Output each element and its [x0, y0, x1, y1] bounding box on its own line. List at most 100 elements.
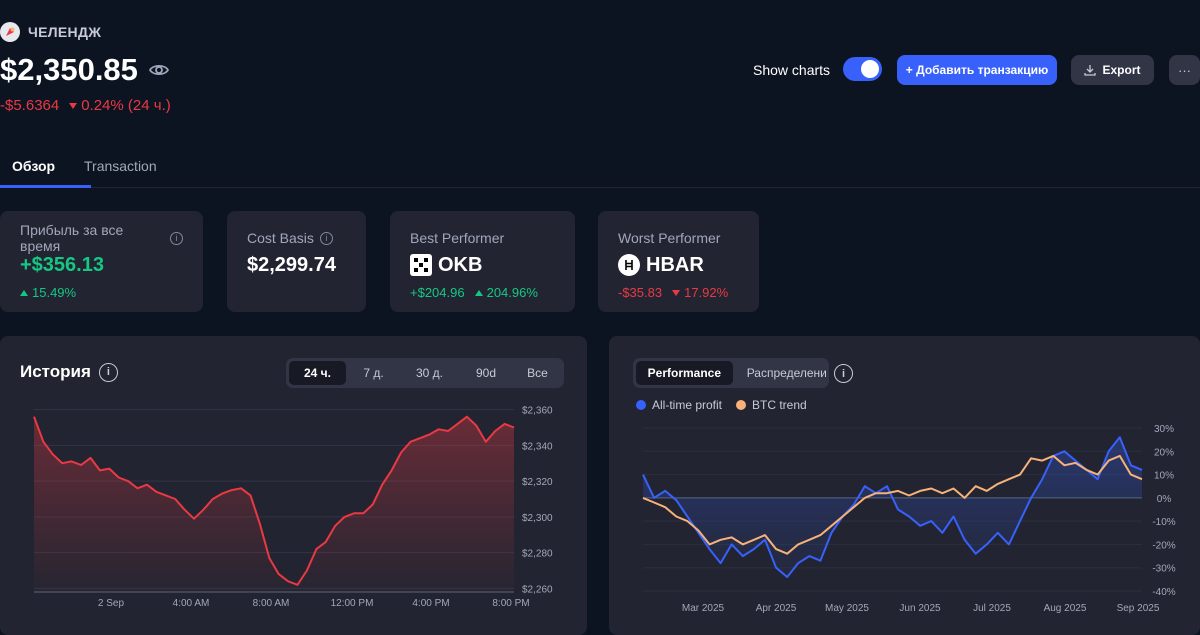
card-label: Cost Basis i: [247, 229, 346, 247]
tab-active-indicator: [0, 185, 91, 188]
x-tick-label: Aug 2025: [1044, 603, 1087, 614]
worst-performer-coin-row[interactable]: HBAR: [618, 253, 739, 277]
y-tick-label: $2,340: [522, 441, 553, 452]
tab-performance[interactable]: Performance: [636, 361, 733, 385]
profit-value: +$356.13: [20, 253, 104, 276]
x-tick-label: May 2025: [825, 603, 869, 614]
x-tick-label: Apr 2025: [756, 603, 797, 614]
portfolio-brand[interactable]: ЧЕЛЕНДЖ: [0, 22, 101, 42]
tab-overview[interactable]: Обзор: [12, 158, 56, 174]
y-tick-label: $2,260: [522, 584, 553, 595]
add-transaction-button[interactable]: + Добавить транзакцию: [897, 55, 1057, 85]
range-7d[interactable]: 7 д.: [363, 366, 384, 380]
total-balance: $2,350.85: [0, 52, 138, 87]
x-tick-label: 8:00 AM: [253, 598, 290, 609]
x-tick-label: 2 Sep: [98, 598, 125, 609]
caret-up-icon: [20, 289, 28, 296]
y-tick-label: $2,300: [522, 513, 553, 524]
y-tick-label: $2,320: [522, 477, 553, 488]
y-tick-label: -20%: [1152, 540, 1175, 551]
legend-label: All-time profit: [652, 398, 723, 412]
x-tick-label: 12:00 PM: [331, 598, 374, 609]
worst-performer-coin: HBAR: [646, 253, 704, 276]
best-performer-coin: OKB: [438, 253, 483, 276]
range-30d[interactable]: 30 д.: [415, 366, 444, 380]
performance-tab-selector: Performance Распределени: [633, 358, 829, 388]
hbar-logo-icon: [618, 254, 640, 276]
best-performer-abs: +$204.96: [410, 285, 465, 300]
performance-panel: Performance Распределени i: [609, 336, 1200, 635]
cost-basis-label: Cost Basis: [247, 230, 314, 246]
y-tick-label: 10%: [1154, 471, 1174, 482]
profit-percent: 15.49%: [32, 285, 77, 300]
card-worst-performer: Worst Performer HBAR -$35.83 17.92%: [598, 211, 759, 312]
profit-label: Прибыль за все время: [20, 222, 124, 254]
change-percent: 0.24% (24 ч.): [81, 97, 171, 114]
card-label: Прибыль за все время i: [20, 222, 183, 254]
best-performer-pct: 204.96%: [486, 285, 538, 300]
profit-percent-row: 15.49%: [20, 285, 183, 300]
y-tick-label: -40%: [1152, 587, 1175, 598]
x-tick-label: 8:00 PM: [492, 598, 529, 609]
y-tick-label: 0%: [1157, 494, 1172, 505]
history-range-selector: 24 ч. 7 д. 30 д. 90d Все: [286, 358, 564, 388]
performance-legend: All-time profit BTC trend: [636, 398, 807, 412]
worst-performer-pct: 17.92%: [684, 285, 729, 300]
change-absolute: -$5.6364: [0, 97, 60, 114]
cost-basis-value: $2,299.74: [247, 253, 336, 276]
worst-performer-label: Worst Performer: [618, 230, 721, 246]
best-performer-label: Best Performer: [410, 230, 505, 246]
download-icon: [1084, 65, 1097, 76]
range-all[interactable]: Все: [527, 366, 548, 380]
card-cost-basis: Cost Basis i $2,299.74: [227, 211, 366, 312]
x-tick-label: Mar 2025: [682, 603, 725, 614]
tab-allocation[interactable]: Распределени: [746, 366, 826, 380]
legend-item-all-time-profit[interactable]: All-time profit: [636, 398, 722, 412]
x-tick-label: 4:00 PM: [412, 598, 449, 609]
performance-chart[interactable]: 30% 20% 10% 0% -10% -20% -30% -40% Mar 2025 Apr 2…: [609, 420, 1200, 620]
y-tick-label: 20%: [1154, 447, 1174, 458]
card-best-performer: Best Performer OKB +$204.96 204.96%: [390, 211, 575, 312]
info-icon[interactable]: i: [319, 231, 333, 245]
caret-up-icon: [474, 289, 483, 296]
x-tick-label: 4:00 AM: [173, 598, 210, 609]
best-performer-coin-row[interactable]: OKB: [410, 253, 555, 277]
profit-line: [642, 436, 1143, 578]
history-line: [33, 415, 515, 586]
caret-down-icon: [672, 289, 681, 296]
portfolio-name: ЧЕЛЕНДЖ: [28, 24, 102, 40]
history-chart[interactable]: $2,360 $2,340 $2,320 $2,300 $2,280 $2,260 2 Se…: [0, 395, 587, 615]
worst-performer-abs: -$35.83: [618, 285, 663, 300]
x-tick-label: Sep 2025: [1117, 603, 1160, 614]
y-tick-label: -30%: [1152, 564, 1175, 575]
btc-trend-line: [642, 454, 1143, 555]
y-tick-label: $2,360: [522, 406, 553, 417]
legend-item-btc-trend[interactable]: BTC trend: [736, 398, 807, 412]
balance-row: $2,350.85: [0, 52, 170, 88]
info-icon[interactable]: i: [170, 231, 183, 245]
x-tick-label: Jun 2025: [899, 603, 941, 614]
x-tick-label: Jul 2025: [973, 603, 1011, 614]
range-90d[interactable]: 90d: [475, 366, 497, 380]
card-all-time-profit: Прибыль за все время i +$356.13 15.49%: [0, 211, 203, 312]
show-charts-toggle[interactable]: [843, 57, 882, 81]
info-icon[interactable]: i: [98, 362, 118, 382]
caret-down-icon: [69, 102, 78, 109]
info-icon[interactable]: i: [834, 364, 853, 383]
tab-transaction[interactable]: Transaction: [84, 158, 157, 174]
legend-dot: [736, 400, 747, 410]
range-24h[interactable]: 24 ч.: [289, 361, 346, 385]
portfolio-avatar-icon: [0, 22, 20, 42]
y-tick-label: -10%: [1152, 517, 1175, 528]
export-label: Export: [1102, 63, 1141, 77]
toggle-knob: [861, 60, 879, 78]
export-button[interactable]: Export: [1071, 55, 1154, 85]
y-tick-label: 30%: [1154, 424, 1174, 435]
y-tick-label: $2,280: [522, 549, 553, 560]
eye-icon[interactable]: [148, 59, 170, 81]
history-title-row: История i: [20, 362, 118, 382]
history-title: История: [20, 362, 91, 381]
more-options-button[interactable]: ···: [1169, 55, 1200, 85]
portfolio-tabs: Обзор Transaction: [0, 150, 1200, 188]
